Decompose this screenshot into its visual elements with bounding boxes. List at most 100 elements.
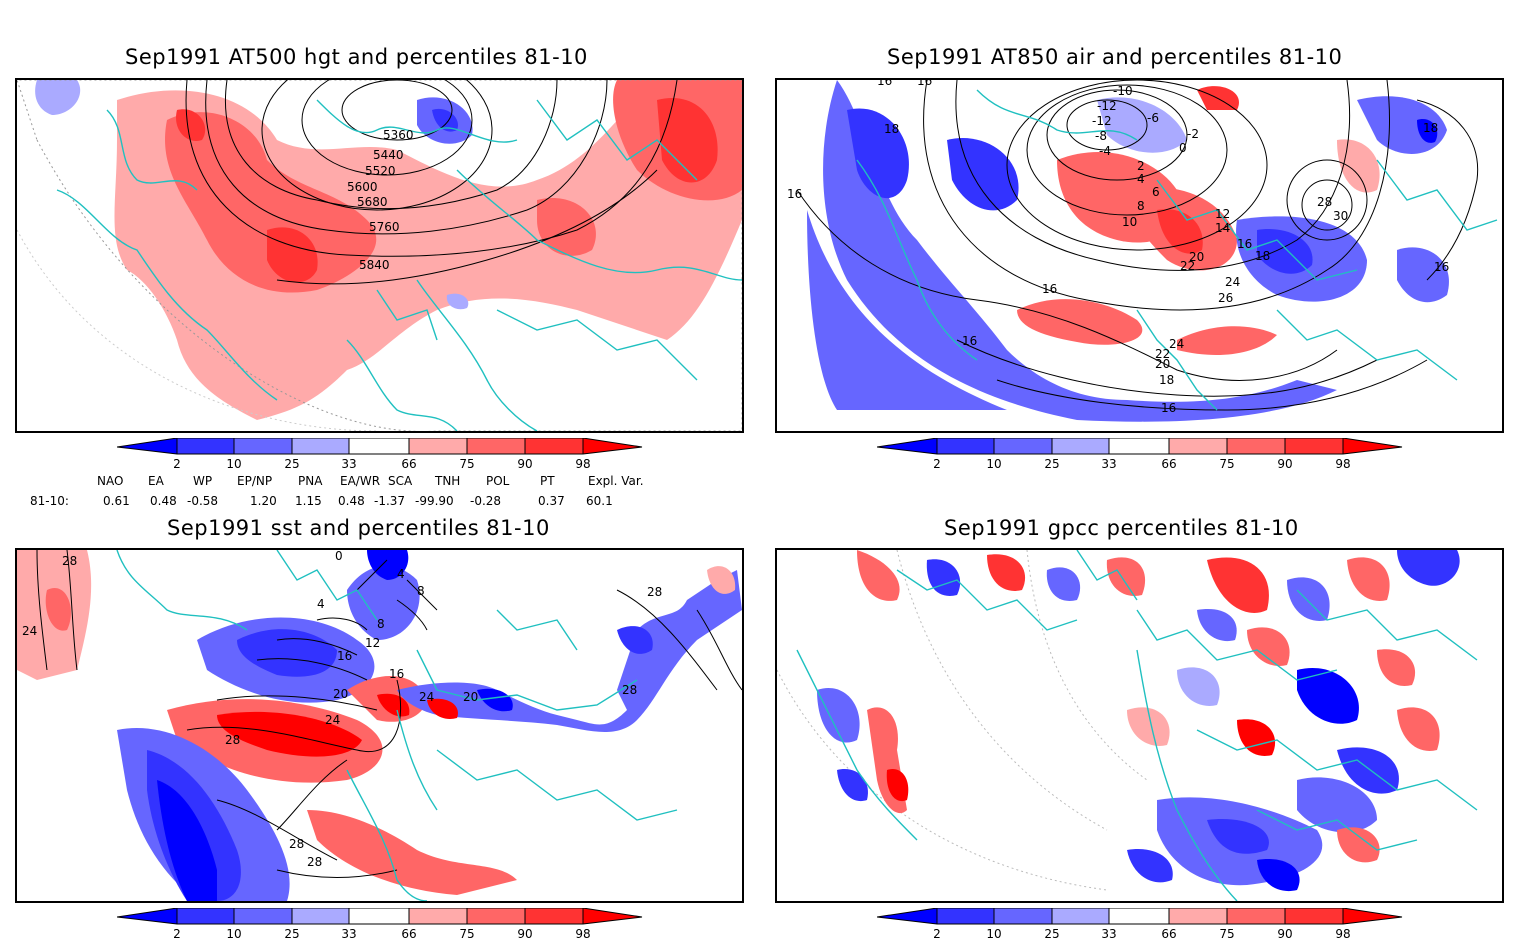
colorbar-bottom-left: 2 10 25 33 66 75 90 98 xyxy=(117,908,643,940)
contour-label: 12 xyxy=(1215,207,1230,221)
index-header: Expl. Var. xyxy=(588,474,644,488)
contour-label: -4 xyxy=(1099,144,1111,158)
contour-label: 5600 xyxy=(347,180,378,194)
colorbar-label: 75 xyxy=(459,927,474,940)
contour-label: 8 xyxy=(377,617,385,631)
index-header: PT xyxy=(540,474,555,488)
colorbar-label: 90 xyxy=(1277,927,1292,940)
contour-label: 16 xyxy=(917,80,932,88)
colorbar-label: 33 xyxy=(1101,927,1116,940)
contour-label: 8 xyxy=(1137,199,1145,213)
colorbar-label: 33 xyxy=(1101,457,1116,471)
colorbar-bottom-right: 2 10 25 33 66 75 90 98 xyxy=(877,908,1403,940)
colorbar-label: 75 xyxy=(1219,927,1234,940)
contour-label: 16 xyxy=(1161,401,1176,415)
colorbar-label: 66 xyxy=(401,457,416,471)
map-sst-canvas: 28 24 0 4 8 4 8 12 16 16 20 24 24 28 20 … xyxy=(17,550,742,901)
contour-label: 20 xyxy=(463,690,478,704)
colorbar-label: 98 xyxy=(575,457,590,471)
contour-label: 24 xyxy=(1225,275,1240,289)
contour-label: 16 xyxy=(962,334,977,348)
contour-label: 24 xyxy=(1169,337,1184,351)
contour-label: 28 xyxy=(1317,195,1332,209)
contour-label: 24 xyxy=(325,713,340,727)
contour-label: 28 xyxy=(62,554,77,568)
contour-label: 24 xyxy=(419,690,434,704)
contour-label: 28 xyxy=(225,733,240,747)
index-value: 60.1 xyxy=(586,494,613,508)
contour-label: -2 xyxy=(1187,127,1199,141)
colorbar-label: 10 xyxy=(226,927,241,940)
index-header: PNA xyxy=(298,474,323,488)
index-header: POL xyxy=(486,474,510,488)
colorbar-label: 2 xyxy=(933,927,941,940)
contour-label: 5360 xyxy=(383,128,414,142)
colorbar-label: 90 xyxy=(517,457,532,471)
contour-label: 20 xyxy=(333,687,348,701)
index-header: EA xyxy=(148,474,164,488)
index-header: SCA xyxy=(388,474,413,488)
colorbar-label: 66 xyxy=(1161,457,1176,471)
index-value: -99.90 xyxy=(415,494,454,508)
contour-label: 20 xyxy=(1155,357,1170,371)
contour-label: 28 xyxy=(622,683,637,697)
contour-label: 5520 xyxy=(365,164,396,178)
index-value: -0.28 xyxy=(470,494,502,508)
index-header: TNH xyxy=(435,474,461,488)
colorbar-label: 98 xyxy=(1335,927,1350,940)
colorbar-label: 10 xyxy=(226,457,241,471)
colorbar-label: 33 xyxy=(341,457,356,471)
contour-label: 6 xyxy=(1152,185,1160,199)
colorbar-label: 10 xyxy=(986,457,1001,471)
contour-label: 22 xyxy=(1180,259,1195,273)
colorbar-label: 2 xyxy=(173,457,181,471)
contour-label: 16 xyxy=(389,667,404,681)
colorbar-label: 75 xyxy=(1219,457,1234,471)
index-value: -0.58 xyxy=(187,494,219,508)
index-value: -1.37 xyxy=(374,494,406,508)
contour-label: 16 xyxy=(1434,260,1449,274)
index-header: EA/WR xyxy=(340,474,381,488)
colorbar-label: 75 xyxy=(459,457,474,471)
contour-label: 12 xyxy=(365,636,380,650)
index-row-label: 81-10: xyxy=(30,494,69,508)
contour-label: 10 xyxy=(1122,215,1137,229)
map-gpcc xyxy=(775,548,1504,903)
index-header: NAO xyxy=(97,474,124,488)
index-value: 0.37 xyxy=(538,494,565,508)
contour-label: 5840 xyxy=(359,258,390,272)
contour-label: 28 xyxy=(647,585,662,599)
contour-label: 16 xyxy=(337,649,352,663)
contour-label: 28 xyxy=(307,855,322,869)
contour-label: 16 xyxy=(787,187,802,201)
panel-title-air850: Sep1991 AT850 air and percentiles 81-10 xyxy=(887,45,1343,69)
contour-label: 18 xyxy=(1423,121,1438,135)
index-value: 1.20 xyxy=(250,494,277,508)
colorbar-label: 10 xyxy=(986,927,1001,940)
colorbar-label: 25 xyxy=(284,457,299,471)
colorbar-label: 33 xyxy=(341,927,356,940)
contour-label: -6 xyxy=(1147,111,1159,125)
map-sst: 28 24 0 4 8 4 8 12 16 16 20 24 24 28 20 … xyxy=(15,548,744,903)
index-value: 0.48 xyxy=(338,494,365,508)
contour-label: 4 xyxy=(317,597,325,611)
colorbar-label: 2 xyxy=(933,457,941,471)
contour-label: 22 xyxy=(1155,347,1170,361)
colorbar-top-left: 2 10 25 33 66 75 90 98 xyxy=(117,438,643,471)
contour-label: 5680 xyxy=(357,195,388,209)
contour-label: 18 xyxy=(1159,373,1174,387)
contour-label: 16 xyxy=(1042,282,1057,296)
colorbar-label: 98 xyxy=(575,927,590,940)
colorbar-label: 66 xyxy=(1161,927,1176,940)
colorbar-label: 90 xyxy=(1277,457,1292,471)
contour-label: 18 xyxy=(884,122,899,136)
map-hgt500: 5360 5440 5520 5600 5680 5760 5840 xyxy=(15,78,744,433)
index-value: 1.15 xyxy=(295,494,322,508)
colorbar-label: 25 xyxy=(284,927,299,940)
colorbar-label: 90 xyxy=(517,927,532,940)
map-gpcc-canvas xyxy=(777,550,1478,901)
contour-label: 5760 xyxy=(369,220,400,234)
index-value: 0.48 xyxy=(150,494,177,508)
contour-label: 18 xyxy=(1255,249,1270,263)
index-header: WP xyxy=(193,474,213,488)
